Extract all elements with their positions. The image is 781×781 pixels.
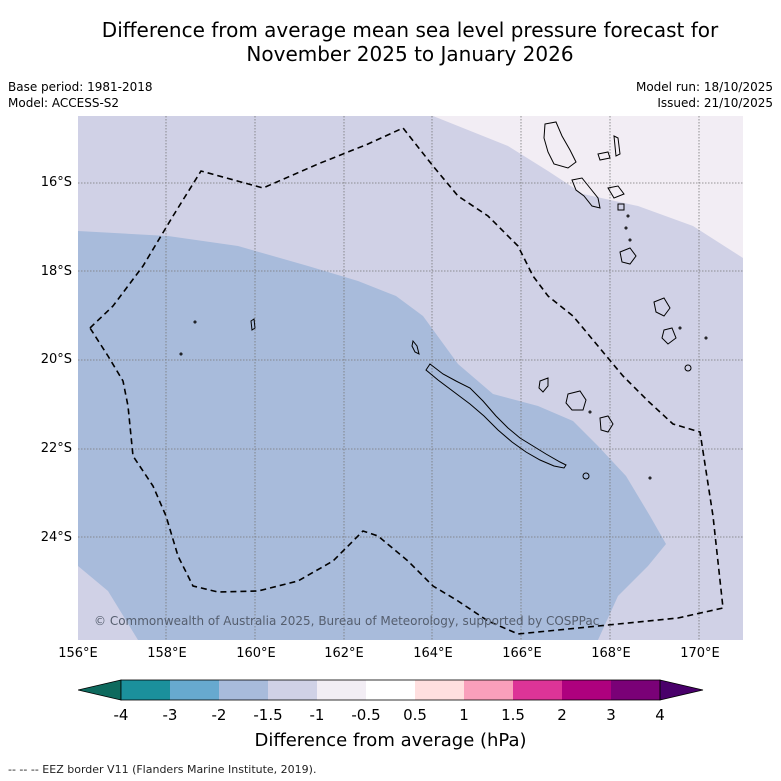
isle-of-pines (582, 472, 590, 480)
colorbar-tick-label: -1 (309, 706, 325, 724)
vanuatu-pentecost (607, 185, 625, 199)
islet (678, 326, 682, 330)
base-period: Base period: 1981-2018 (8, 80, 153, 94)
lat-label-22s: 22°S (40, 441, 72, 456)
colorbar-tick-label: -4 (113, 706, 129, 724)
colorbar-cell (464, 680, 513, 700)
new-caledonia-grande-terre (425, 363, 567, 469)
islet (626, 214, 630, 218)
colorbar-cell (121, 680, 170, 700)
islet (624, 226, 628, 230)
lon-label-168e: 168°E (591, 646, 631, 661)
lat-label-24s: 24°S (40, 530, 72, 545)
islet (193, 320, 197, 324)
lat-label-20s: 20°S (40, 352, 72, 367)
vanuatu-ambae (597, 151, 611, 161)
title-line-1: Difference from average mean sea level p… (101, 18, 719, 42)
vanuatu-malekula (571, 177, 601, 209)
zone-minus-1.5-to-1 (78, 116, 743, 640)
vanuatu-erromango (653, 297, 671, 317)
colorbar-tick-label: -1.5 (253, 706, 283, 724)
vanuatu-tanna (661, 327, 677, 345)
chesterfield-islands (250, 318, 256, 331)
colorbar-tick-label: 3 (606, 706, 616, 724)
issued-date: Issued: 21/10/2025 (657, 96, 773, 110)
islet (179, 352, 183, 356)
meta-left: Base period: 1981-2018 Model: ACCESS-S2 (8, 79, 153, 111)
vanuatu-epi (617, 203, 625, 211)
eez-legend: -- -- -- EEZ border V11 (Flanders Marine… (8, 763, 317, 776)
lon-label-158e: 158°E (147, 646, 187, 661)
colorbar-tick-label: -3 (162, 706, 178, 724)
mare-island (599, 415, 614, 433)
meta-right: Model run: 18/10/2025 Issued: 21/10/2025 (636, 79, 773, 111)
colorbar (78, 679, 704, 701)
eez-border (88, 127, 724, 635)
colorbar-cell (366, 680, 415, 700)
lon-label-170e: 170°E (680, 646, 720, 661)
belep-islands (411, 339, 420, 355)
map-copyright: © Commonwealth of Australia 2025, Bureau… (94, 614, 600, 628)
colorbar-label: Difference from average (hPa) (254, 730, 527, 751)
colorbar-extend-low (78, 679, 122, 701)
colorbar-cell (513, 680, 562, 700)
colorbar-tick-label: 0.5 (403, 706, 427, 724)
zone-minus-1-to-0.5 (433, 116, 743, 258)
islet (648, 476, 652, 480)
graticule (78, 116, 743, 640)
vanuatu-efate (619, 247, 637, 265)
colorbar-cell (415, 680, 464, 700)
lon-label-166e: 166°E (502, 646, 542, 661)
colorbar-tick-label: -2 (211, 706, 227, 724)
vanuatu-aneityum (684, 364, 692, 372)
colorbar-tick-label: -0.5 (351, 706, 381, 724)
colorbar-cell (562, 680, 611, 700)
lat-label-18s: 18°S (40, 264, 72, 279)
map-svg (78, 116, 743, 640)
ouvea-island (538, 377, 549, 393)
islet (704, 336, 708, 340)
islet (588, 410, 592, 414)
colorbar-tick-label: 4 (655, 706, 665, 724)
map-panel: © Commonwealth of Australia 2025, Bureau… (78, 116, 743, 640)
model-run: Model run: 18/10/2025 (635, 80, 773, 94)
colorbar-tick-label: 1.5 (501, 706, 525, 724)
vanuatu-espiritu-santo (543, 121, 577, 169)
zone-minus-1.5-to-1-west (78, 566, 138, 640)
colorbar-extend-high (659, 679, 704, 701)
colorbar-cell (219, 680, 268, 700)
lon-label-162e: 162°E (324, 646, 364, 661)
title-line-2: November 2025 to January 2026 (246, 42, 574, 66)
colorbar-cell (317, 680, 366, 700)
colorbar-cells (78, 679, 704, 701)
chart-title: Difference from average mean sea level p… (40, 18, 780, 66)
colorbar-tick-label: 1 (459, 706, 469, 724)
model-name: Model: ACCESS-S2 (8, 96, 120, 110)
lat-label-16s: 16°S (40, 175, 72, 190)
islet (628, 238, 632, 242)
lon-label-160e: 160°E (236, 646, 276, 661)
colorbar-frame (120, 679, 661, 701)
colorbar-cell (268, 680, 317, 700)
colorbar-tick-label: 2 (557, 706, 567, 724)
colorbar-cell (170, 680, 219, 700)
lifou-island (565, 390, 587, 411)
lon-label-164e: 164°E (413, 646, 453, 661)
lon-label-156e: 156°E (58, 646, 98, 661)
colorbar-cell (611, 680, 660, 700)
vanuatu-maewo (613, 135, 621, 157)
